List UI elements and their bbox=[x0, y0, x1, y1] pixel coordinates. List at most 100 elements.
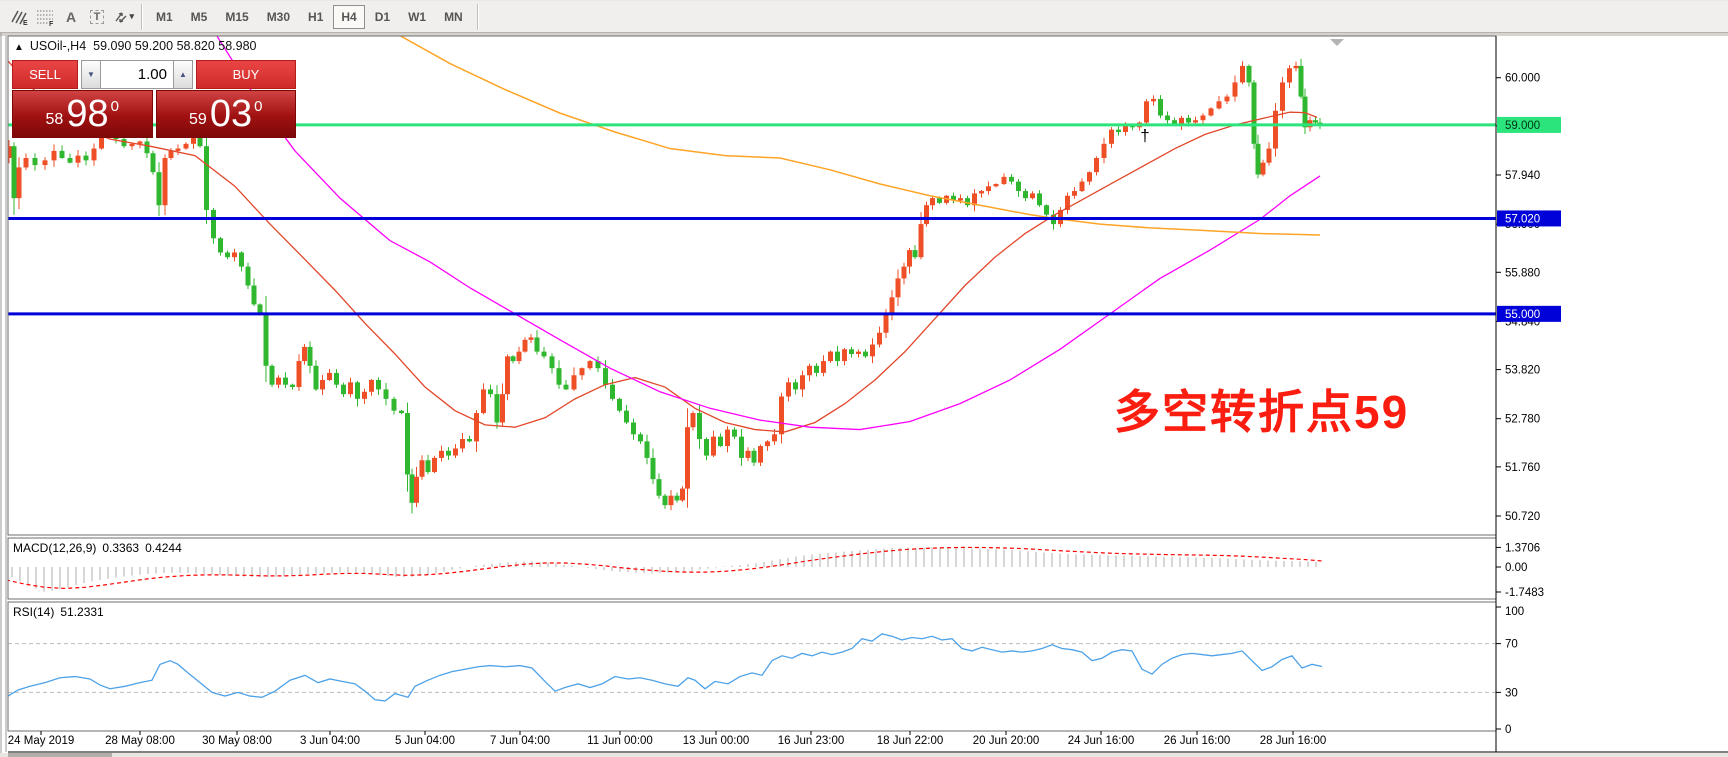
rsi-value: 51.2331 bbox=[60, 605, 104, 619]
svg-text:18 Jun 22:00: 18 Jun 22:00 bbox=[877, 735, 944, 747]
ohlc-low: 58.820 bbox=[176, 39, 215, 53]
volume-input[interactable] bbox=[101, 60, 173, 89]
svg-text:F: F bbox=[49, 21, 54, 26]
rsi-line bbox=[8, 633, 1323, 702]
sell-price-integer: 58 bbox=[45, 111, 64, 128]
svg-text:55.880: 55.880 bbox=[1505, 267, 1540, 279]
svg-text:51.760: 51.760 bbox=[1505, 462, 1540, 474]
top-toolbar: E F A T ▾ M1 M5 M15 M30 H1 H4 D1 W1 MN bbox=[0, 0, 1728, 33]
crosshair-cursor-icon: † bbox=[1140, 126, 1149, 145]
buy-button[interactable]: BUY bbox=[196, 60, 296, 89]
horizontal-scrollbar[interactable] bbox=[0, 753, 1728, 757]
buy-price-integer: 59 bbox=[189, 111, 207, 128]
ohlc-open: 59.090 bbox=[93, 39, 132, 53]
fibonacci-tool-icon[interactable]: F bbox=[33, 5, 57, 29]
ohlc-high: 59.200 bbox=[134, 39, 174, 53]
timeframe-button-h4[interactable]: H4 bbox=[333, 4, 365, 29]
svg-text:52.780: 52.780 bbox=[1505, 414, 1540, 426]
timeframe-group: M1 M5 M15 M30 H1 H4 D1 W1 MN bbox=[147, 4, 472, 29]
ma-fast-red bbox=[8, 60, 1318, 433]
macd-indicator-label: MACD(12,26,9) 0.3363 0.4244 bbox=[13, 541, 188, 555]
timeframe-button-m15[interactable]: M15 bbox=[225, 9, 249, 24]
rsi-panel[interactable] bbox=[6, 633, 1496, 702]
svg-text:16 Jun 23:00: 16 Jun 23:00 bbox=[778, 735, 845, 747]
macd-panel[interactable] bbox=[6, 546, 1323, 592]
time-axis[interactable]: 24 May 2019 28 May 08:00 30 May 08:00 3 Jun… bbox=[8, 731, 1327, 747]
svg-text:7 Jun 04:00: 7 Jun 04:00 bbox=[490, 735, 550, 747]
price-axis[interactable]: 60.00058.98057.94056.90055.88054.84053.8… bbox=[1496, 73, 1561, 736]
svg-text:57.020: 57.020 bbox=[1505, 213, 1540, 225]
volume-stepper: ▼ ▲ bbox=[81, 60, 193, 89]
symbol-collapse-icon[interactable]: ▲ bbox=[14, 42, 24, 53]
ma-mid-magenta bbox=[216, 36, 1321, 431]
timeframe-button-m30[interactable]: M30 bbox=[266, 9, 291, 24]
svg-text:59.000: 59.000 bbox=[1505, 120, 1540, 132]
elliott-wave-tool-icon[interactable]: E bbox=[7, 5, 31, 29]
timeframe-button-h1[interactable]: H1 bbox=[308, 9, 324, 24]
buy-price-point: 0 bbox=[254, 97, 263, 115]
timeframe-button-m1[interactable]: M1 bbox=[156, 9, 173, 24]
svg-text:26 Jun 16:00: 26 Jun 16:00 bbox=[1164, 735, 1231, 747]
sell-price-pips: 98 bbox=[66, 93, 109, 135]
sell-button[interactable]: SELL bbox=[12, 60, 78, 89]
toolbar-separator bbox=[141, 3, 142, 30]
svg-text:24 May 2019: 24 May 2019 bbox=[8, 735, 75, 747]
timeframe-button-m5[interactable]: M5 bbox=[190, 9, 208, 24]
svg-text:60.000: 60.000 bbox=[1505, 73, 1540, 85]
timeframe-button-mn[interactable]: MN bbox=[444, 9, 463, 24]
scrollbar-thumb[interactable] bbox=[8, 753, 112, 757]
symbol-info-line: ▲ USOil-,H4 59.090 59.200 58.820 58.980 bbox=[14, 39, 257, 53]
price-badge-59.000 bbox=[1497, 116, 1561, 133]
tool-dropdown-caret: ▾ bbox=[129, 11, 134, 21]
volume-decrease-button[interactable]: ▼ bbox=[81, 60, 101, 89]
volume-increase-button[interactable]: ▲ bbox=[173, 60, 193, 89]
svg-text:24 Jun 16:00: 24 Jun 16:00 bbox=[1068, 735, 1135, 747]
svg-text:70: 70 bbox=[1505, 639, 1518, 651]
macd-signal-line bbox=[8, 546, 1323, 590]
ohlc-close: 58.980 bbox=[218, 39, 257, 53]
svg-text:30 May 08:00: 30 May 08:00 bbox=[202, 735, 272, 747]
label-tool-icon[interactable]: T bbox=[85, 5, 109, 29]
svg-text:-1.7483: -1.7483 bbox=[1505, 587, 1544, 599]
chart-text-annotation: 多空转折点59 bbox=[1114, 386, 1410, 438]
buy-quote-display[interactable]: 59 03 0 bbox=[155, 90, 296, 138]
price-badge-55.000 bbox=[1497, 305, 1561, 322]
svg-text:5 Jun 04:00: 5 Jun 04:00 bbox=[395, 735, 455, 747]
svg-text:30: 30 bbox=[1505, 687, 1518, 699]
svg-text:28 May 08:00: 28 May 08:00 bbox=[105, 735, 175, 747]
buy-price-pips: 03 bbox=[209, 93, 253, 135]
svg-text:55.000: 55.000 bbox=[1505, 309, 1540, 321]
symbol-name: USOil-,H4 bbox=[29, 39, 87, 53]
timeframe-button-d1[interactable]: D1 bbox=[374, 9, 391, 24]
rsi-name: RSI(14) bbox=[13, 605, 55, 619]
sell-price-point: 0 bbox=[110, 97, 119, 115]
price-badge-57.020 bbox=[1497, 210, 1561, 227]
ma-slow-orange bbox=[399, 36, 1321, 236]
macd-value-signal: 0.4244 bbox=[145, 541, 182, 555]
sell-quote-display[interactable]: 58 98 0 bbox=[12, 90, 153, 138]
toolbar-separator bbox=[476, 3, 478, 30]
arrows-tool-icon[interactable]: ▾ bbox=[111, 5, 135, 29]
one-click-trading-panel: SELL ▼ ▲ BUY 58 98 0 59 03 0 bbox=[12, 60, 296, 138]
svg-text:3 Jun 04:00: 3 Jun 04:00 bbox=[300, 735, 360, 747]
svg-text:28 Jun 16:00: 28 Jun 16:00 bbox=[1260, 735, 1327, 747]
svg-text:57.940: 57.940 bbox=[1505, 170, 1540, 182]
chart-canvas[interactable]: †60.00058.98057.94056.90055.88054.84053.… bbox=[0, 33, 1728, 757]
rsi-indicator-label: RSI(14) 51.2331 bbox=[13, 605, 110, 619]
svg-text:53.820: 53.820 bbox=[1505, 365, 1540, 377]
svg-text:E: E bbox=[23, 20, 28, 26]
timeframe-button-w1[interactable]: W1 bbox=[408, 9, 427, 24]
macd-name: MACD(12,26,9) bbox=[13, 541, 97, 555]
text-tool-icon[interactable]: A bbox=[65, 8, 77, 25]
svg-text:1.3706: 1.3706 bbox=[1505, 542, 1540, 554]
svg-text:0: 0 bbox=[1505, 724, 1511, 736]
svg-text:13 Jun 00:00: 13 Jun 00:00 bbox=[683, 735, 750, 747]
svg-text:20 Jun 20:00: 20 Jun 20:00 bbox=[973, 735, 1040, 747]
drawing-tools-group: E F A T ▾ bbox=[6, 5, 136, 29]
svg-text:0.00: 0.00 bbox=[1505, 562, 1527, 574]
svg-text:100: 100 bbox=[1505, 606, 1524, 618]
chart-shift-marker-icon[interactable] bbox=[1330, 39, 1344, 46]
macd-value-main: 0.3363 bbox=[102, 541, 140, 555]
svg-text:50.720: 50.720 bbox=[1505, 511, 1540, 523]
